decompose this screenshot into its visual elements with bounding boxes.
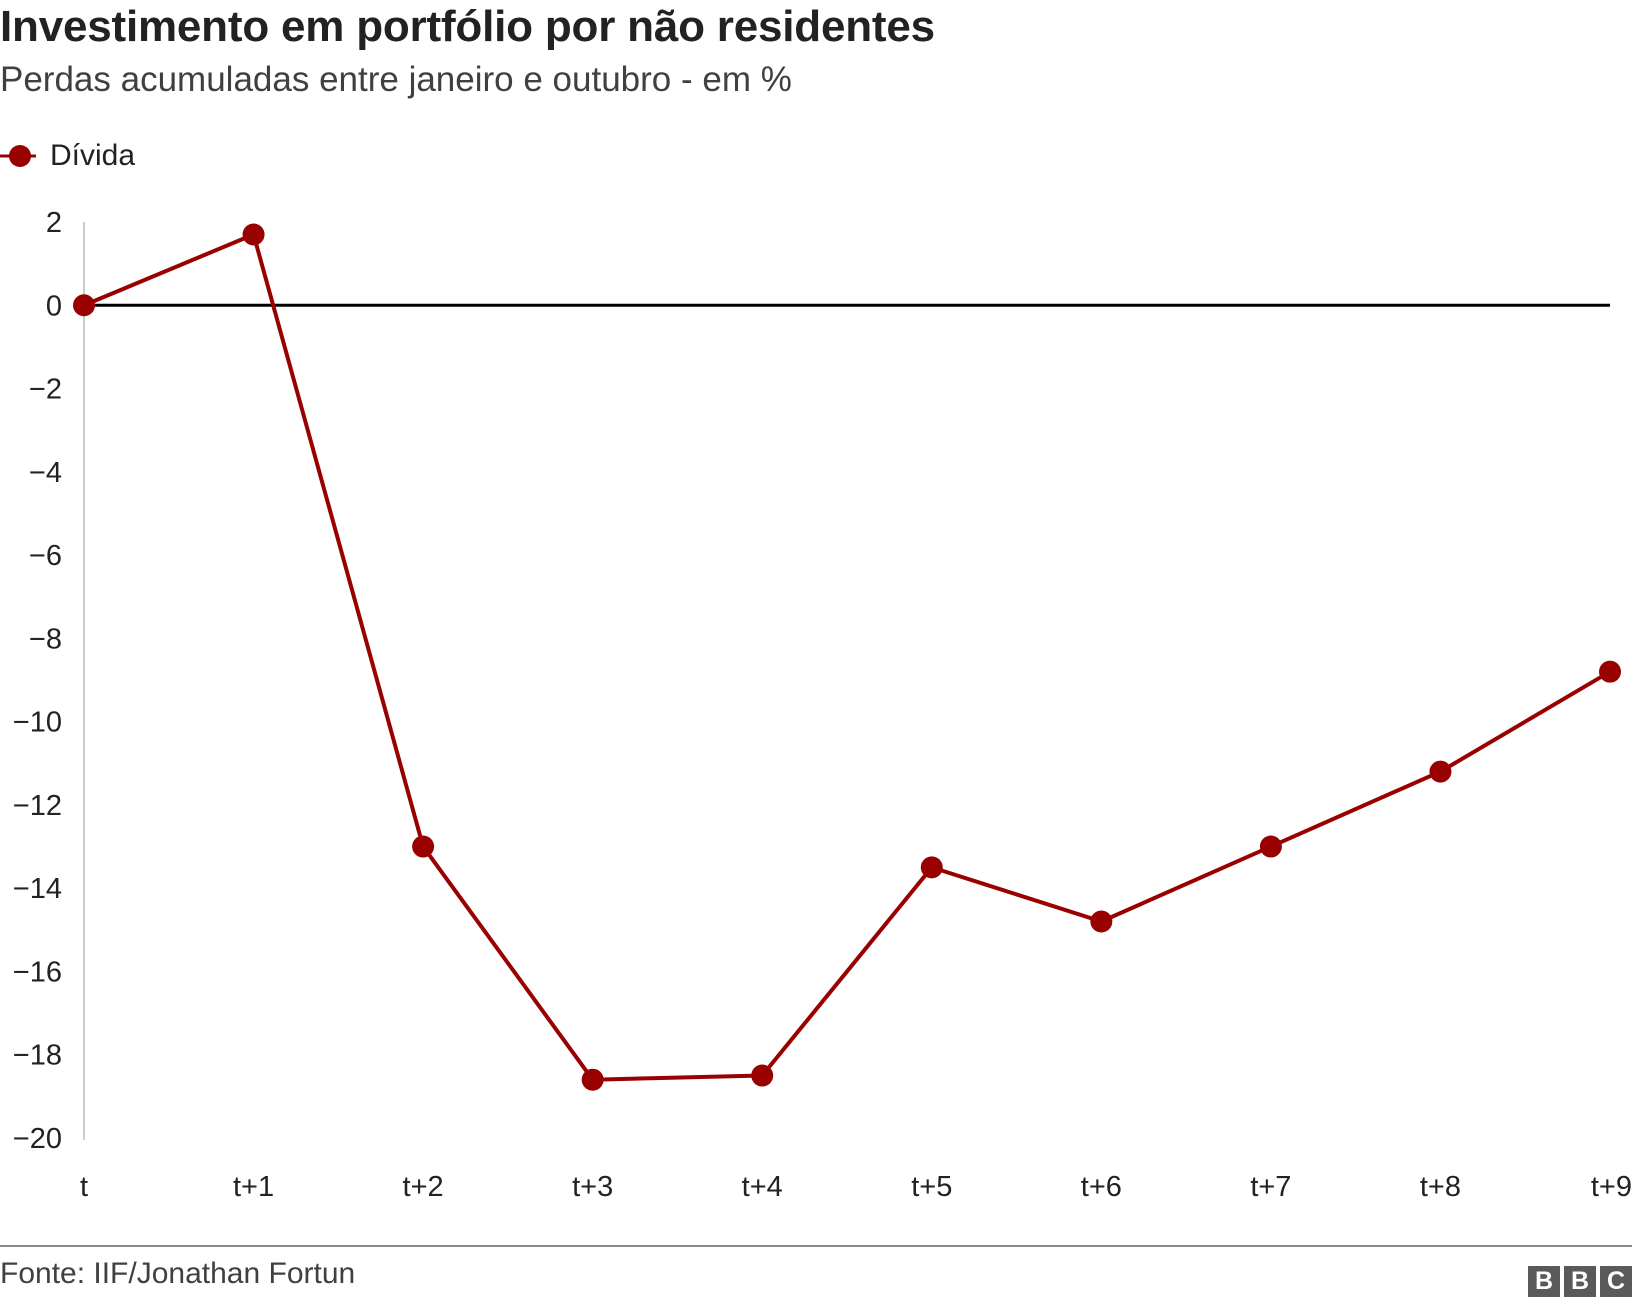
- data-point: [73, 294, 95, 317]
- data-point: [412, 835, 435, 858]
- data-point: [1090, 910, 1113, 933]
- chart-subtitle: Perdas acumuladas entre janeiro e outubr…: [0, 60, 792, 99]
- x-tick-label: t+6: [1081, 1171, 1122, 1203]
- logo-letter-b2: B: [1564, 1266, 1596, 1297]
- y-tick-label: −4: [29, 457, 62, 489]
- chart-title: Investimento em portfólio por não reside…: [0, 2, 935, 51]
- x-tick-label: t+3: [572, 1171, 613, 1203]
- x-tick-label: t+1: [233, 1171, 274, 1203]
- data-point: [1259, 835, 1282, 858]
- data-point: [920, 856, 943, 879]
- legend-marker-icon: [0, 145, 36, 167]
- series-line-divida: [83, 232, 1612, 1082]
- source-note: Fonte: IIF/Jonathan Fortun: [0, 1257, 356, 1290]
- data-point: [751, 1064, 774, 1087]
- y-tick-label: 0: [46, 290, 62, 322]
- x-tick-label: t+9: [1591, 1171, 1632, 1203]
- x-tick-label: t+8: [1420, 1171, 1461, 1203]
- x-tick-label: t+2: [403, 1171, 444, 1203]
- y-tick-label: −2: [29, 374, 62, 406]
- legend-label-divida: Dívida: [50, 139, 136, 172]
- data-point: [1429, 760, 1452, 783]
- logo-letter-b1: B: [1528, 1266, 1560, 1297]
- x-tick-label: t+7: [1250, 1171, 1291, 1203]
- x-tick-label: t: [80, 1171, 88, 1203]
- legend: Dívida: [0, 136, 135, 176]
- data-point: [581, 1068, 604, 1091]
- y-tick-label: −6: [29, 540, 62, 572]
- y-tick-label: −12: [13, 790, 62, 822]
- logo-letter-c: C: [1600, 1266, 1632, 1297]
- y-tick-label: −8: [29, 623, 62, 655]
- y-tick-label: −10: [13, 707, 62, 739]
- footer-divider: [0, 1245, 1632, 1247]
- y-tick-label: −20: [13, 1123, 62, 1155]
- y-tick-label: −14: [13, 873, 62, 905]
- y-tick-label: −16: [13, 956, 62, 988]
- bbc-logo: B B C: [1528, 1266, 1632, 1297]
- y-tick-label: −18: [13, 1040, 62, 1072]
- x-tick-label: t+4: [742, 1171, 783, 1203]
- data-point: [1599, 660, 1621, 683]
- x-tick-label: t+5: [911, 1171, 952, 1203]
- y-tick-label: 2: [46, 207, 62, 239]
- data-point: [242, 223, 265, 246]
